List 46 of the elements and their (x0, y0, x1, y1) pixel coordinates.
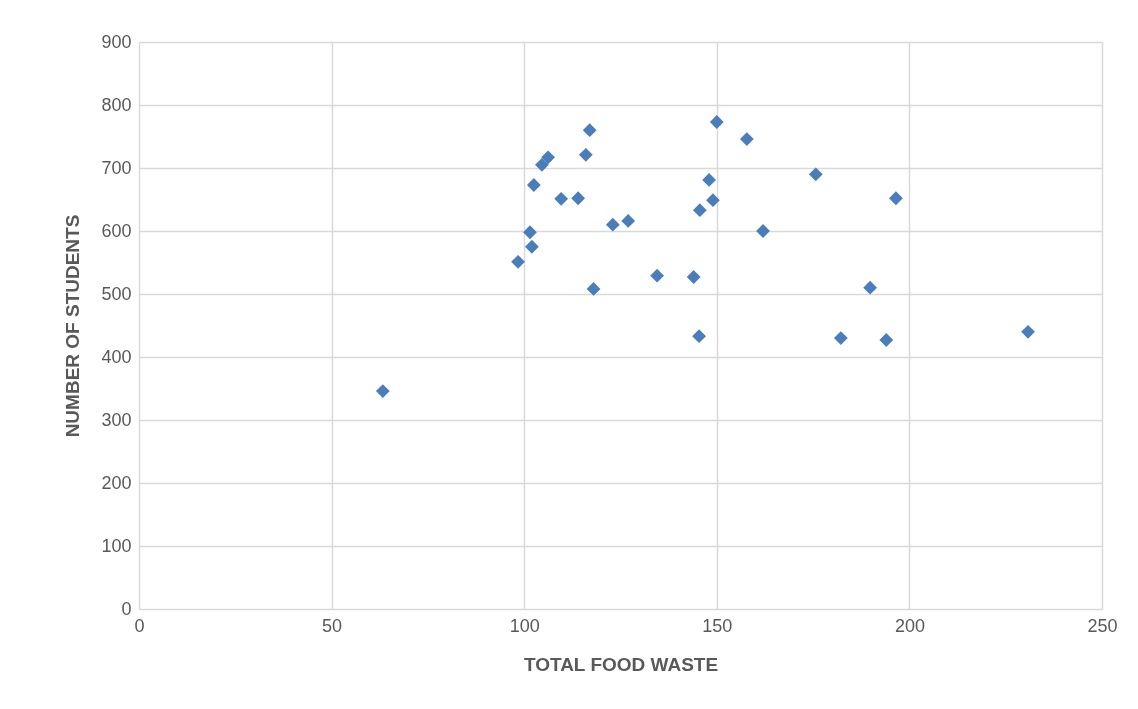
point (526, 178, 541, 192)
point (605, 217, 620, 232)
x-tick-label: 0 (134, 615, 145, 636)
point (578, 147, 593, 162)
x-tick-label: 50 (322, 615, 343, 636)
point (511, 254, 525, 269)
point (692, 203, 707, 218)
point (554, 191, 569, 206)
point (650, 268, 664, 283)
x-tick-label: 250 (1087, 615, 1118, 636)
point (739, 132, 754, 146)
point (582, 123, 597, 138)
y-tick-label: 800 (101, 94, 132, 115)
y-tick-label: 900 (101, 31, 132, 52)
point (525, 239, 539, 254)
y-tick-label: 200 (101, 472, 132, 493)
y-tick-label: 600 (101, 220, 132, 241)
y-tick-label: 500 (101, 283, 132, 304)
point (686, 270, 701, 284)
y-tick-label: 700 (101, 157, 132, 178)
point (523, 225, 537, 240)
point (375, 384, 390, 398)
point (706, 193, 720, 208)
point (889, 191, 903, 206)
point (833, 331, 848, 345)
point (541, 150, 555, 165)
point (879, 333, 894, 347)
point (535, 157, 549, 172)
point (621, 214, 636, 228)
y-tick-label: 300 (101, 409, 132, 430)
point (702, 173, 716, 187)
y-tick-label: 100 (101, 535, 132, 556)
point (863, 280, 877, 295)
x-tick-label: 100 (509, 615, 540, 636)
point (709, 115, 724, 129)
x-axis-title: TOTAL FOOD WASTE (523, 653, 719, 675)
x-tick-label: 200 (894, 615, 925, 636)
point (808, 167, 823, 182)
point (692, 329, 706, 344)
y-tick-label: 0 (121, 598, 132, 619)
y-axis-title: NUMBER OF STUDENTS (62, 214, 84, 438)
point (586, 282, 601, 296)
point (1021, 324, 1035, 339)
point (571, 191, 586, 206)
x-tick-label: 150 (702, 615, 733, 636)
y-tick-label: 400 (101, 346, 132, 367)
